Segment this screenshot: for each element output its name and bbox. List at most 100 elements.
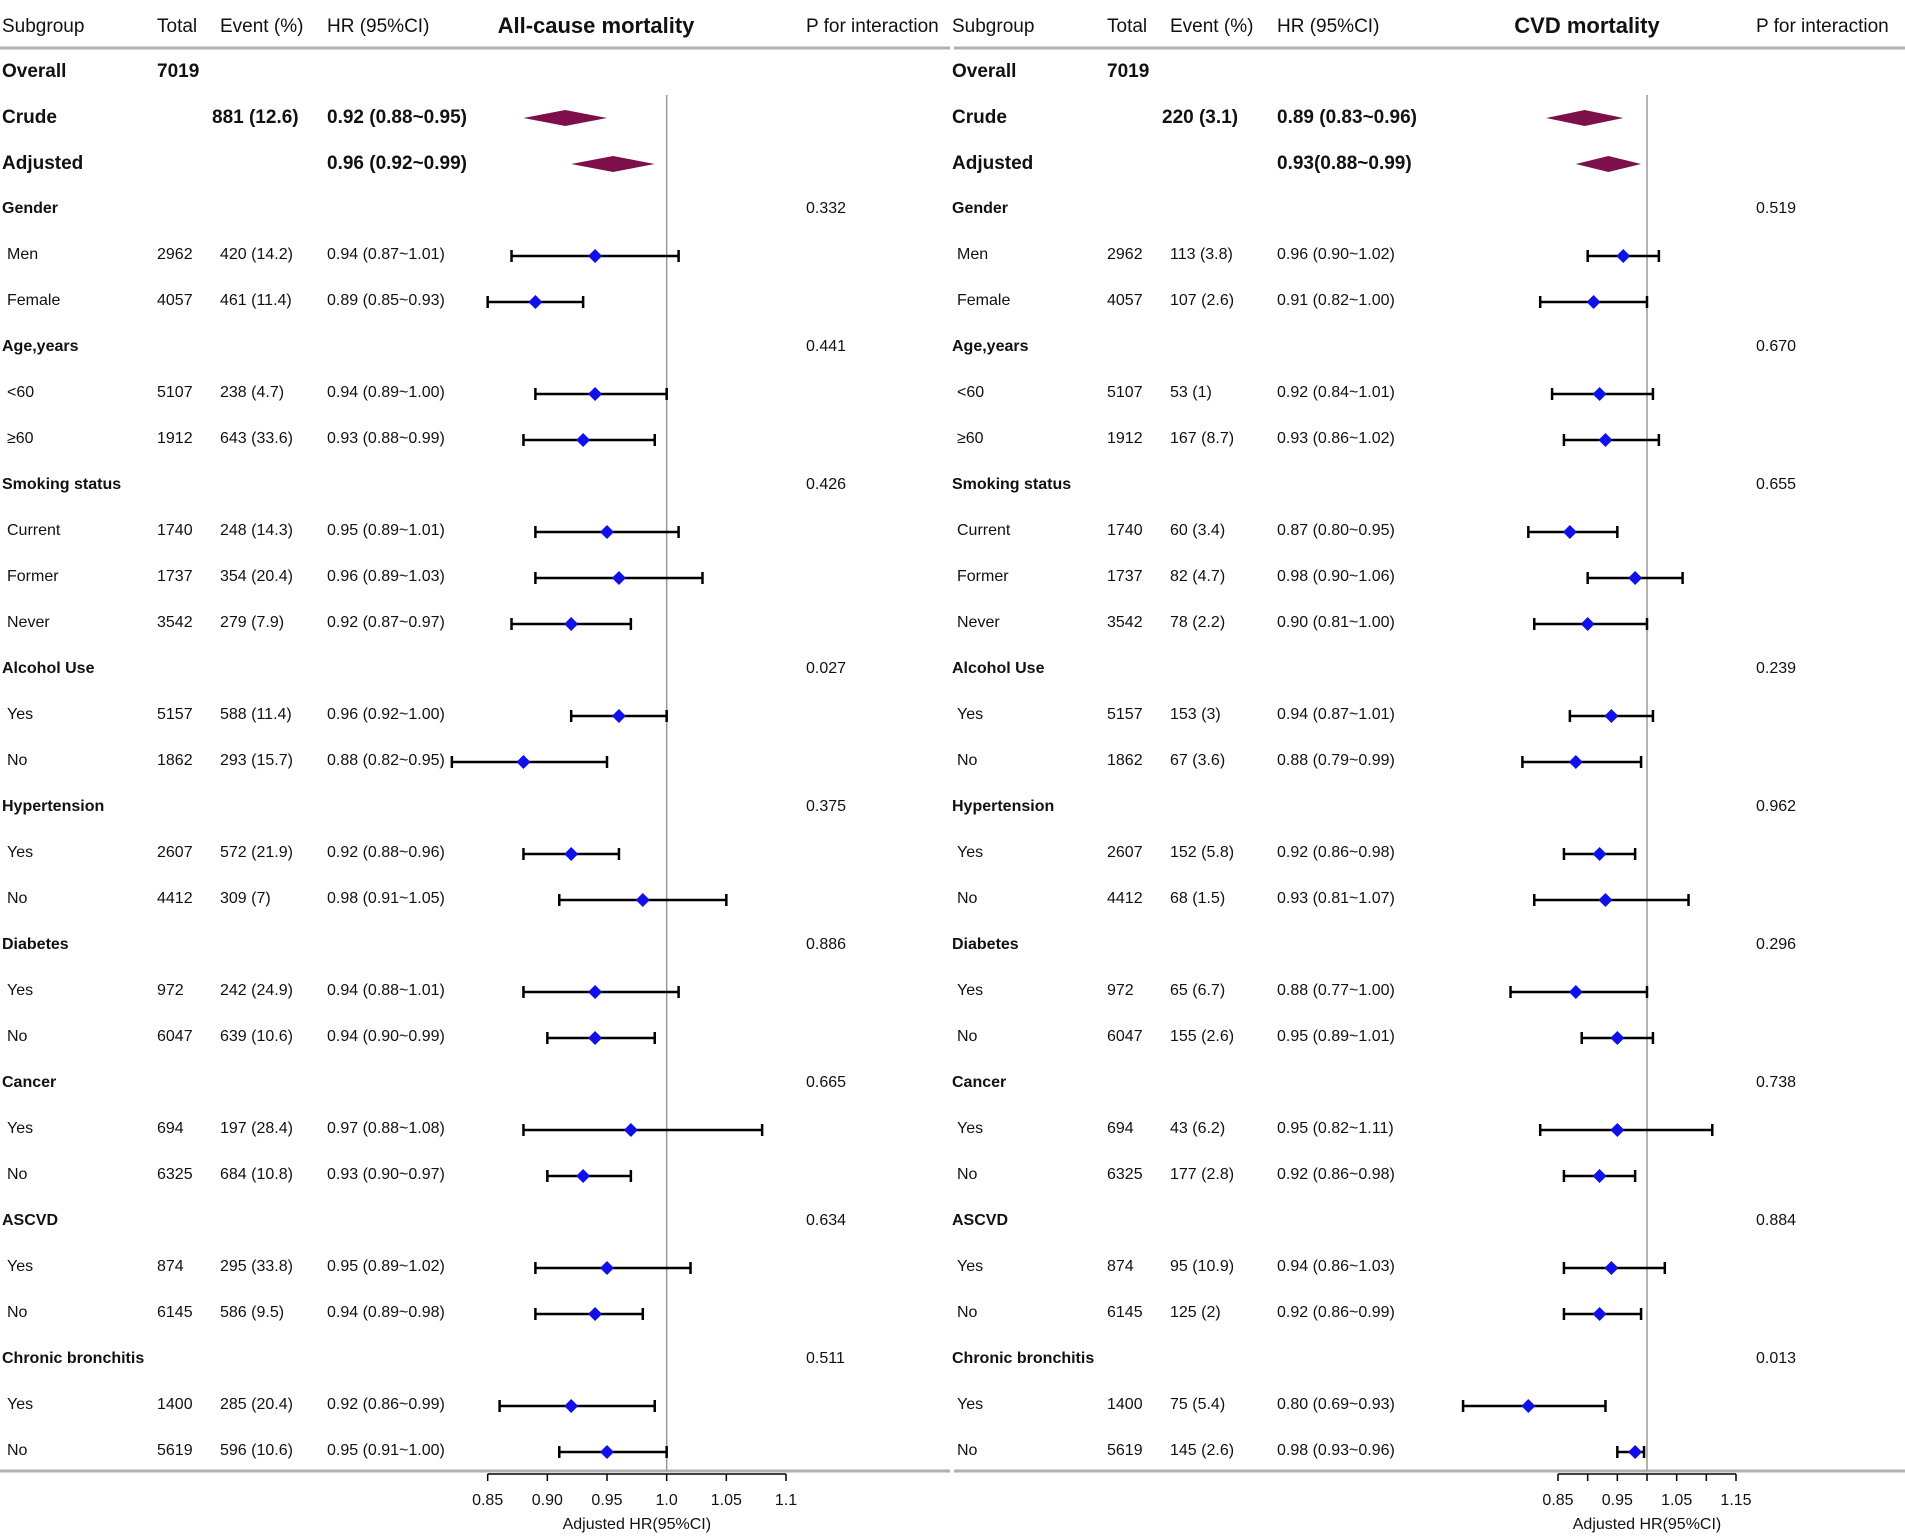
subgroup-total: 1400 [157, 1396, 193, 1414]
overall-label: Overall [2, 60, 67, 82]
group-label: Diabetes [2, 936, 69, 954]
subgroup-label: Yes [7, 706, 34, 724]
point-estimate [588, 985, 603, 999]
summary-label: Adjusted [952, 152, 1034, 174]
subgroup-hr-text: 0.98 (0.91~1.05) [327, 890, 445, 908]
subgroup-total: 1737 [157, 568, 193, 586]
subgroup-label: No [7, 1028, 28, 1046]
subgroup-total: 4057 [1107, 292, 1143, 310]
subgroup-hr-text: 0.95 (0.89~1.01) [1277, 1028, 1395, 1046]
subgroup-event: 588 (11.4) [220, 706, 292, 724]
overall-total: 7019 [1107, 60, 1150, 82]
subgroup-event: 293 (15.7) [220, 752, 293, 770]
subgroup-total: 5619 [157, 1442, 193, 1460]
p-interaction-value: 0.375 [806, 798, 847, 816]
x-tick-label: 1.1 [774, 1491, 798, 1509]
subgroup-label: Yes [7, 982, 34, 1000]
subgroup-total: 2962 [157, 246, 193, 264]
subgroup-event: 586 (9.5) [220, 1304, 285, 1322]
summary-diamond [1575, 156, 1642, 172]
subgroup-total: 4412 [1107, 890, 1143, 908]
subgroup-event: 684 (10.8) [220, 1166, 293, 1184]
summary-hr-text: 0.93(0.88~0.99) [1277, 152, 1412, 174]
subgroup-total: 2607 [157, 844, 193, 862]
subgroup-hr-text: 0.92 (0.87~0.97) [327, 614, 445, 632]
summary-label: Crude [952, 106, 1007, 128]
subgroup-hr-text: 0.92 (0.86~0.98) [1277, 844, 1395, 862]
header-event: Event (%) [220, 15, 304, 37]
subgroup-hr-text: 0.87 (0.80~0.95) [1277, 522, 1395, 540]
subgroup-label: Yes [7, 1120, 34, 1138]
subgroup-hr-text: 0.96 (0.90~1.02) [1277, 246, 1395, 264]
subgroup-event: 596 (10.6) [220, 1442, 293, 1460]
subgroup-label: No [7, 890, 28, 908]
chart-title: CVD mortality [1514, 12, 1660, 38]
subgroup-total: 2607 [1107, 844, 1143, 862]
point-estimate [564, 1399, 579, 1413]
p-interaction-value: 0.332 [806, 200, 847, 218]
subgroup-total: 5157 [157, 706, 193, 724]
point-estimate [528, 295, 543, 309]
subgroup-total: 6145 [1107, 1304, 1143, 1322]
subgroup-total: 694 [157, 1120, 184, 1138]
point-estimate [600, 1261, 614, 1275]
x-tick-label: 0.85 [472, 1491, 504, 1509]
point-estimate [588, 387, 603, 401]
point-estimate [588, 249, 603, 263]
subgroup-label: Former [7, 568, 59, 586]
point-estimate [611, 571, 626, 585]
subgroup-label: Current [957, 522, 1011, 540]
header-total: Total [1107, 15, 1148, 37]
subgroup-total: 972 [157, 982, 184, 1000]
point-estimate [1568, 985, 1583, 999]
subgroup-hr-text: 0.96 (0.92~1.00) [327, 706, 445, 724]
subgroup-hr-text: 0.90 (0.81~1.00) [1277, 614, 1395, 632]
subgroup-hr-text: 0.88 (0.79~0.99) [1277, 752, 1395, 770]
subgroup-hr-text: 0.93 (0.90~0.97) [327, 1166, 445, 1184]
subgroup-label: No [7, 1442, 28, 1460]
point-estimate [600, 525, 614, 539]
p-interaction-value: 0.441 [806, 338, 847, 356]
chart-title: All-cause mortality [497, 12, 695, 38]
subgroup-label: No [957, 1304, 978, 1322]
subgroup-event: 75 (5.4) [1170, 1396, 1226, 1414]
p-interaction-value: 0.665 [806, 1074, 847, 1092]
point-estimate [1568, 755, 1583, 769]
subgroup-hr-text: 0.95 (0.89~1.02) [327, 1258, 445, 1276]
subgroup-total: 874 [157, 1258, 184, 1276]
subgroup-total: 874 [1107, 1258, 1134, 1276]
point-estimate [1610, 1031, 1625, 1045]
p-interaction-value: 0.962 [1756, 798, 1797, 816]
subgroup-total: 6047 [157, 1028, 193, 1046]
subgroup-label: Former [957, 568, 1009, 586]
subgroup-label: Never [7, 614, 50, 632]
subgroup-hr-text: 0.92 (0.86~0.99) [1277, 1304, 1395, 1322]
x-tick-label: 0.95 [1601, 1491, 1633, 1509]
header-subgroup: Subgroup [952, 15, 1035, 37]
subgroup-hr-text: 0.92 (0.86~0.98) [1277, 1166, 1395, 1184]
subgroup-hr-text: 0.95 (0.89~1.01) [327, 522, 445, 540]
subgroup-event: 155 (2.6) [1170, 1028, 1235, 1046]
point-estimate [1586, 295, 1601, 309]
summary-diamond [523, 110, 607, 126]
subgroup-event: 461 (11.4) [220, 292, 292, 310]
subgroup-total: 5107 [1107, 384, 1143, 402]
group-label: Gender [952, 200, 1009, 218]
subgroup-hr-text: 0.92 (0.84~1.01) [1277, 384, 1395, 402]
group-label: ASCVD [2, 1212, 59, 1230]
p-interaction-value: 0.296 [1756, 936, 1797, 954]
group-label: Alcohol Use [2, 660, 95, 678]
subgroup-event: 53 (1) [1170, 384, 1212, 402]
subgroup-label: <60 [7, 384, 35, 402]
subgroup-total: 6145 [157, 1304, 193, 1322]
overall-total: 7019 [157, 60, 200, 82]
subgroup-label: No [7, 1304, 28, 1322]
subgroup-total: 1740 [157, 522, 193, 540]
subgroup-total: 5157 [1107, 706, 1143, 724]
point-estimate [1521, 1399, 1536, 1413]
p-interaction-value: 0.670 [1756, 338, 1797, 356]
subgroup-event: 643 (33.6) [220, 430, 293, 448]
subgroup-hr-text: 0.94 (0.89~0.98) [327, 1304, 445, 1322]
subgroup-label: Men [7, 246, 39, 264]
